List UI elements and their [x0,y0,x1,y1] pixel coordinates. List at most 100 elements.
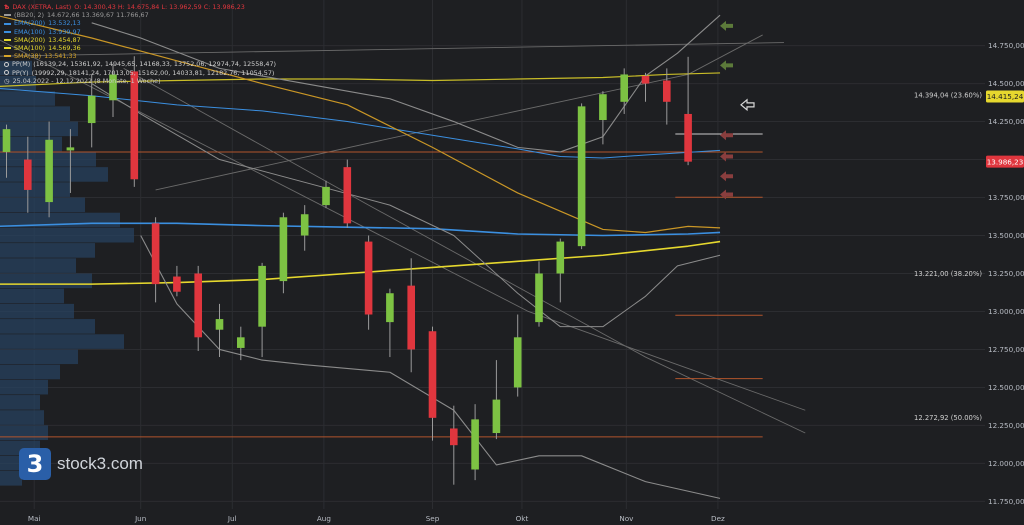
candle-body [684,113,692,162]
y-tick-label: 13.000,00 [988,307,1024,316]
y-tick-label: 14.750,00 [988,41,1024,50]
candles [2,56,692,485]
legend-value: 13.454,87 [48,35,81,44]
legend-swatch [4,22,11,25]
candle-body [194,273,202,338]
candle-body [279,217,288,282]
x-tick-label: Sep [426,514,440,523]
candle-body [24,159,32,190]
legend-label: SMA(100) [14,44,46,53]
candle-body [66,147,75,151]
legend-row: SMA(100) 14.569,36 [4,44,276,52]
arrow-left-icon [720,130,733,141]
candle-body [471,419,479,470]
pivot-dot-icon [4,70,9,76]
volume-profile-bar [0,471,22,486]
legend-row: PP(M) (16139,24, 15361,92, 14945,65, 1416… [4,60,276,68]
candle-body [87,95,96,124]
volume-profile-bar [0,364,60,380]
legend-row: SMA(200) 13.454,87 [4,36,276,44]
volume-profile-bar [0,334,124,349]
candle-body [364,241,373,315]
legend-swatch [4,38,11,41]
volume-profile-bar [0,121,78,137]
arrow-left-icon [720,151,733,162]
volume-profile-bar [0,425,48,441]
y-tick-label: 11.750,00 [988,497,1024,506]
candle-body [215,319,224,330]
volume-profile-bar [0,75,36,91]
legend-row: EMA(200) 13.532,13 [4,19,276,27]
x-tick-label: Aug [317,514,331,523]
y-tick-label: 13.750,00 [988,193,1024,202]
candle-body [300,214,309,236]
indicator-line [0,222,721,237]
legend-swatch [4,55,11,58]
arrow-left-icon [720,20,733,31]
trend-line [0,42,784,57]
volume-profile-bar [0,167,108,182]
price-tag [986,90,1024,103]
legend-label: (BB20, 2) [14,11,45,20]
legend-swatch [4,47,11,50]
x-tick-label: Mai [28,514,41,523]
indicator-line [0,15,721,234]
logo-text: stock3.com [57,454,143,473]
legend-indicator-rows: (BB20, 2) 14.672,66 13.369,67 11.766,67 EM… [4,11,276,77]
y-tick-label: 12.000,00 [988,459,1024,468]
legend-value: 13.939,97 [48,27,81,36]
volume-profile-bar [0,273,92,289]
indicator-line [0,87,721,159]
candle-body [237,337,245,348]
legend-title-row: Ѣ DAX (XETRA, Last) O: 14.300,43 H: 14.6… [4,3,276,11]
price-tag [986,155,1024,168]
volume-profile-bar [0,243,95,258]
legend-range: 25.04.2022 - 12.12.2022 (8 Monate, 1 Woc… [12,76,161,85]
indicator-line [91,83,721,328]
legend-value: 13.541,33 [44,52,77,61]
x-tick-label: Jul [227,514,237,523]
volume-profile-bar [0,227,134,243]
candle-body [450,428,458,446]
arrow-left-icon [720,189,733,200]
legend-swatch [4,30,11,33]
legend-label: SMA(38) [14,52,42,61]
legend-ohlc: O: 14.300,43 H: 14.675,84 L: 13.962,59 C… [74,3,245,11]
y-tick-label: 12.500,00 [988,383,1024,392]
instrument-icon: Ѣ [4,3,10,11]
legend-range-row: ◷ 25.04.2022 - 12.12.2022 (8 Monate, 1 W… [4,77,276,85]
legend-label: PP(Y) [12,68,29,77]
legend-value: 13.532,13 [48,19,81,28]
y-tick-label: 14.500,00 [988,79,1024,88]
legend-title: DAX (XETRA, Last) [12,3,72,11]
candle-body [386,293,394,323]
candle-body [343,167,352,224]
volume-profile-bar [0,303,74,319]
candle-body [663,80,671,102]
y-tick-label: 13.500,00 [988,231,1024,240]
x-tick-label: Jun [134,514,146,523]
pivot-dot-icon [4,62,9,68]
y-tick-label: 12.250,00 [988,421,1024,430]
price-tag-label: 13.986,23 [987,157,1024,166]
volume-profile-bar [0,410,44,425]
legend-value: (16139,24, 15361,92, 14945,65, 14168,33,… [33,60,277,69]
volume-profile-bar [0,91,55,106]
legend-row: PP(Y) (19992,29, 18141,24, 17013,05, 1516… [4,69,276,77]
x-tick-label: Dez [711,514,725,523]
candle-body [428,331,437,418]
volume-profile-bar [0,182,70,197]
volume-profile-bar [0,258,76,273]
y-tick-label: 14.250,00 [988,117,1024,126]
fib-level-label: 12.272,92 (50.00%) [914,414,982,422]
fib-level-label: 14.394,04 (23.60%) [914,92,982,100]
price-tag-label: 14.415,24 [987,92,1024,101]
legend-label: EMA(100) [14,27,46,36]
indicator-line [91,14,721,153]
candle-body [322,186,330,206]
volume-profile-bar [0,395,40,410]
volume-profile-bar [0,319,95,334]
legend-value: (19992,29, 18141,24, 17013,05, 15162,00,… [31,68,275,77]
legend-row: (BB20, 2) 14.672,66 13.369,67 11.766,67 [4,11,276,19]
